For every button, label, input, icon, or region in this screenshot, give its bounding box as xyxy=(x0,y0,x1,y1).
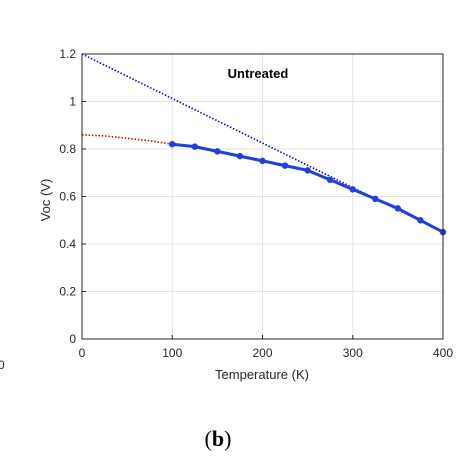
y-tick-label: 0.4 xyxy=(59,237,76,251)
y-tick-label: 0.2 xyxy=(59,285,76,299)
y-tick-label: 0.6 xyxy=(59,190,76,204)
x-tick-label: 200 xyxy=(252,346,272,360)
measured-voc-point xyxy=(394,205,402,212)
x-tick-label: 300 xyxy=(343,346,363,360)
x-tick-labels: 0 100 200 300 400 xyxy=(79,346,454,360)
y-tick-label: 1 xyxy=(69,95,76,109)
y-tick-label: 1.2 xyxy=(59,47,76,61)
x-axis-label: Temperature (K) xyxy=(215,367,309,382)
y-tick-label: 0.8 xyxy=(59,142,76,156)
panel-label-letter: b xyxy=(212,426,224,451)
panel-label: (b) xyxy=(205,426,232,451)
x-tick-label: 0 xyxy=(79,346,86,360)
measured-voc-point xyxy=(259,157,266,165)
measured-voc-point xyxy=(191,143,199,150)
ticks xyxy=(81,53,444,340)
panel-label-close: ) xyxy=(224,426,231,451)
x-tick-label: 100 xyxy=(162,346,182,360)
series-layer xyxy=(81,53,447,236)
measured-voc-point xyxy=(417,217,424,224)
x-tick-label: 400 xyxy=(433,346,453,360)
measured-voc-point xyxy=(304,167,311,174)
grid xyxy=(81,53,444,340)
neighbor-panel-fragment: 0 xyxy=(0,358,5,372)
measured-voc-point xyxy=(214,148,221,155)
y-axis-label: Voc (V) xyxy=(38,179,53,222)
measured-voc-point xyxy=(236,152,244,160)
measured-voc-point xyxy=(169,141,176,148)
measured-voc-point xyxy=(372,195,379,203)
linear-fit-line xyxy=(81,53,444,233)
y-tick-label: 0 xyxy=(69,332,76,346)
panel-label-open: ( xyxy=(205,426,212,451)
measured-voc-point xyxy=(326,176,334,184)
y-tick-labels: 0 0.2 0.4 0.6 0.8 1 1.2 xyxy=(59,47,76,346)
measured-voc-point xyxy=(349,186,356,193)
measured-voc-point xyxy=(281,162,289,169)
untreated-annotation: Untreated xyxy=(228,66,289,81)
